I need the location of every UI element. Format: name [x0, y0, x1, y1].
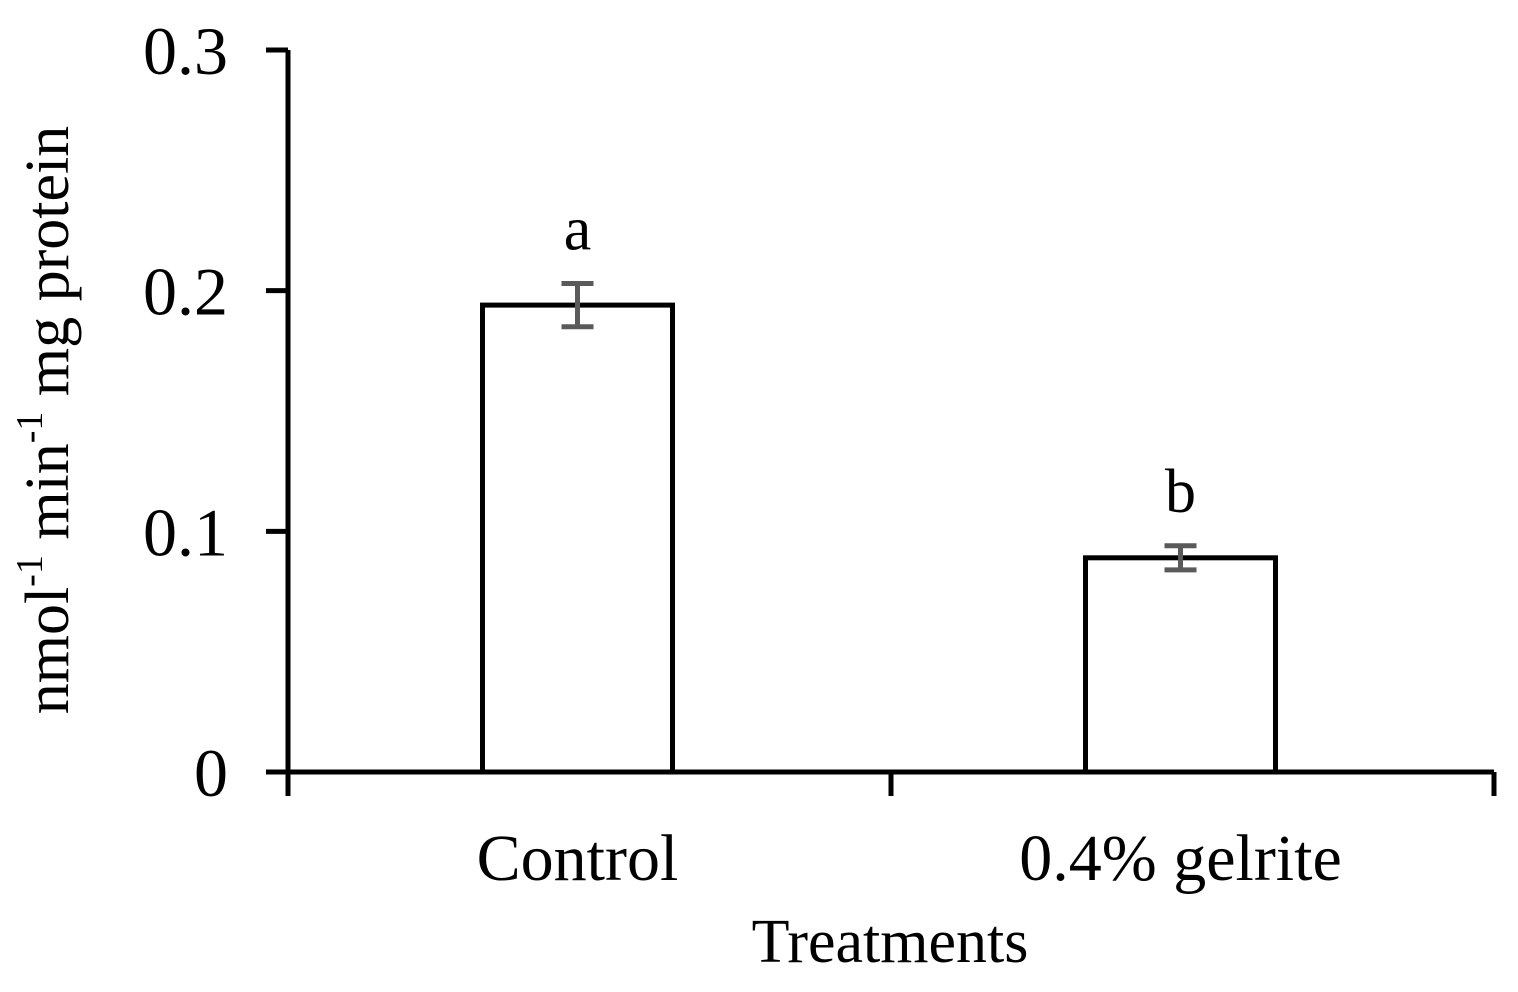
y-axis-title-part: mg protein	[14, 126, 82, 412]
labels: a Control b 0.4% gelrite	[477, 195, 1342, 895]
y-tick-label: 0	[194, 735, 228, 811]
x-category-label: Control	[477, 822, 679, 895]
axes: 0 0.1 0.2 0.3	[143, 13, 1497, 811]
y-tick-label: 0.3	[143, 13, 228, 89]
x-category-label: 0.4% gelrite	[1019, 822, 1342, 895]
y-axis-title-part: nmol	[14, 587, 82, 714]
y-axis-title: nmol-1 min-1 mg protein	[9, 126, 82, 715]
bar	[1083, 555, 1278, 775]
error-bars	[561, 280, 1197, 573]
significance-letter: b	[1165, 458, 1196, 526]
y-tick-label: 0.2	[143, 254, 228, 330]
bar	[480, 302, 675, 775]
x-axis-title: Treatments	[752, 908, 1029, 976]
significance-letter: a	[564, 195, 592, 263]
y-axis-title-part: min	[14, 443, 82, 555]
y-tick-label: 0.1	[143, 494, 228, 570]
y-axis-title-superscript: -1	[9, 412, 51, 444]
y-axis-title-superscript: -1	[9, 555, 51, 587]
bars	[480, 302, 1278, 775]
